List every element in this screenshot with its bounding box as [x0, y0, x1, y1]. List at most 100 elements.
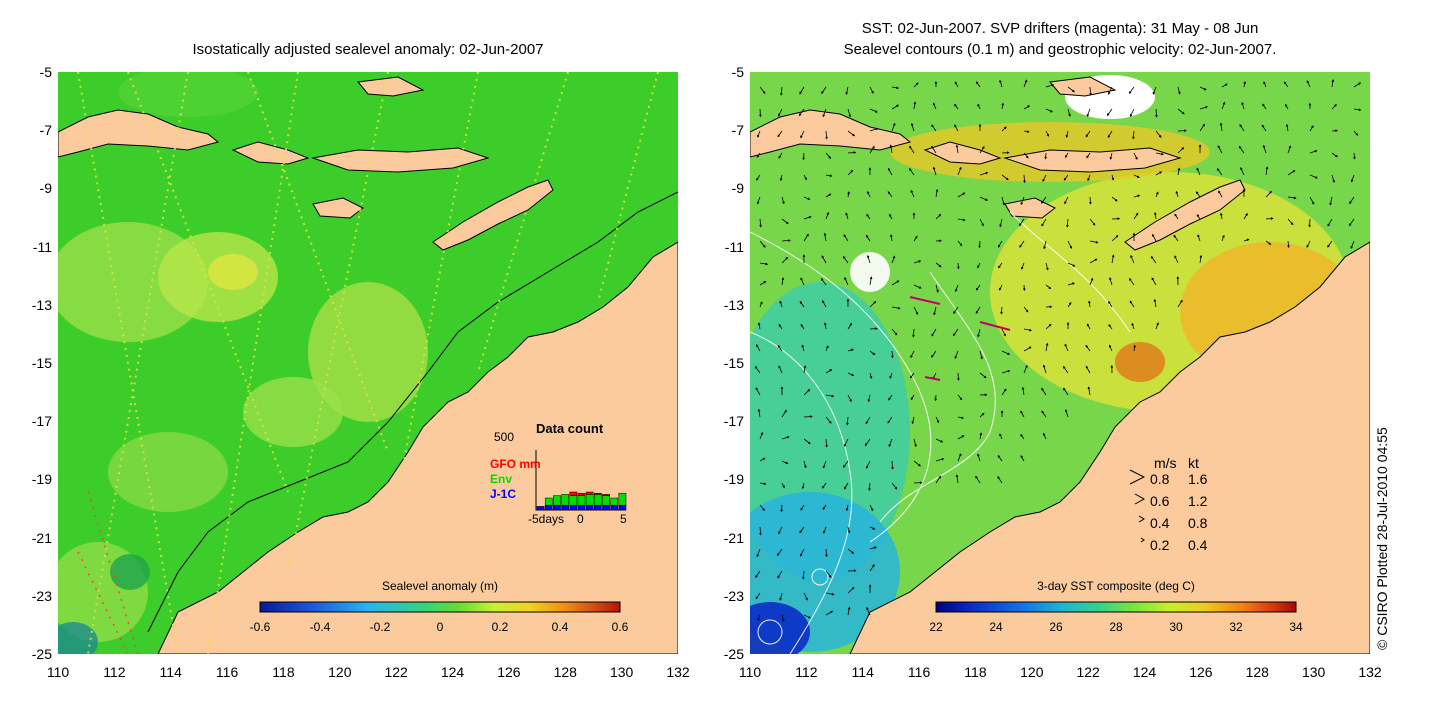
velocity-arrow [1041, 218, 1047, 227]
velocity-arrow [759, 482, 767, 486]
velocity-arrow [825, 174, 833, 178]
velocity-arrow [1132, 232, 1136, 242]
data-count-bar [602, 495, 610, 506]
velocity-arrow [1155, 108, 1158, 118]
velocity-arrow [1041, 410, 1047, 418]
velocity-arrow [1199, 254, 1203, 264]
velocity-arrow [887, 191, 893, 198]
velocity-arrow [757, 130, 761, 138]
sla-colorbar-title: Sealevel anomaly (m) [381, 579, 499, 593]
data-count-bar [594, 494, 602, 506]
velocity-arrow [1045, 284, 1052, 290]
velocity-arrow [802, 570, 805, 580]
velocity-arrow [781, 256, 789, 264]
velocity-arrow [822, 108, 827, 118]
velocity-arrow [756, 344, 761, 352]
velocity-arrow [911, 416, 915, 425]
longitude-tick-label: 124 [1132, 664, 1157, 680]
velocity-arrow [932, 102, 937, 110]
velocity-arrow [935, 438, 944, 443]
velocity-arrow [979, 412, 985, 418]
longitude-tick-label: 128 [1245, 664, 1269, 680]
velocity-arrow [913, 284, 922, 289]
velocity-arrow [997, 454, 1003, 462]
velocity-arrow [1327, 218, 1333, 227]
velocity-arrow [847, 322, 853, 330]
data-count-bar [561, 494, 569, 506]
velocity-arrow [825, 438, 828, 448]
velocity-arrow [755, 387, 761, 396]
latitude-tick-label: -15 [723, 355, 744, 371]
velocity-arrow [934, 81, 938, 88]
velocity-arrow [1129, 277, 1135, 286]
velocity-arrow [845, 212, 849, 220]
velocity-arrow [957, 218, 966, 222]
velocity-arrow [1155, 130, 1162, 138]
velocity-arrow [1238, 145, 1245, 154]
velocity-arrow [781, 196, 785, 205]
velocity-arrow [1109, 152, 1113, 160]
latitude-tick-label: -21 [31, 529, 52, 546]
velocity-arrow [1106, 108, 1113, 117]
velocity-arrow [1349, 196, 1355, 205]
latitude-tick-label: -5 [39, 64, 52, 80]
velocity-arrow [825, 345, 829, 352]
velocity-arrow [1308, 102, 1312, 110]
longitude-tick-label: 118 [272, 664, 295, 680]
velocity-arrow [913, 82, 919, 88]
longitude-tick-label: 126 [497, 664, 521, 680]
velocity-arrow [847, 606, 851, 616]
velocity-arrow [910, 122, 915, 132]
sla-low-anomaly [110, 554, 150, 590]
data-count-bar [553, 504, 561, 511]
velocity-arrow [891, 460, 894, 470]
sla-high-anomaly [208, 254, 258, 290]
velocity-arrow [801, 482, 805, 490]
velocity-arrow [1152, 86, 1157, 95]
velocity-arrow [1287, 145, 1292, 154]
velocity-arrow [1350, 174, 1355, 183]
sla-colorbar-tick: -0.2 [369, 620, 391, 634]
velocity-arrow [975, 284, 981, 291]
sla-colorbar-tick: -0.4 [309, 620, 331, 634]
velocity-arrow [910, 394, 915, 401]
velocity-arrow [759, 262, 769, 266]
velocity-arrow [957, 394, 963, 401]
velocity-arrow [979, 372, 987, 379]
velocity-arrow [931, 328, 937, 337]
data-count-bar [594, 492, 602, 495]
velocity-arrow [759, 240, 766, 248]
velocity-arrow [776, 548, 783, 557]
velocity-arrow [1177, 167, 1181, 176]
velocity-arrow [1331, 174, 1335, 183]
velocity-arrow [913, 460, 921, 467]
velocity-arrow [891, 306, 901, 310]
velocity-arrow [1023, 79, 1028, 88]
velocity-arrow [997, 476, 1003, 484]
longitude-tick-label: 124 [440, 664, 465, 680]
velocity-arrow [759, 431, 764, 440]
velocity-arrow [1023, 306, 1029, 313]
velocity-arrow [979, 393, 988, 397]
velocity-arrow [1133, 344, 1136, 352]
velocity-arrow [1041, 196, 1047, 204]
velocity-arrow [1111, 235, 1119, 242]
velocity-arrow [1331, 79, 1335, 88]
velocity-arrow [954, 103, 959, 110]
velocity-arrow [1085, 365, 1091, 374]
right-map-title-line2: Sealevel contours (0.1 m) and geostrophi… [843, 41, 1277, 58]
velocity-arrow [825, 130, 828, 140]
longitude-tick-label: 132 [666, 664, 690, 680]
longitude-tick-label: 126 [1189, 664, 1213, 680]
velocity-arrow [891, 104, 899, 110]
svp-drifter-tracks [909, 296, 1011, 381]
sst-colorbar-tick: 32 [1229, 620, 1243, 634]
velocity-arrow [822, 300, 827, 308]
velocity-arrow [1129, 108, 1135, 117]
velocity-arrow [1045, 262, 1049, 271]
velocity-arrow [1111, 254, 1115, 264]
velocity-arrow [1221, 234, 1225, 242]
velocity-arrow [1285, 123, 1289, 132]
velocity-arrow [1348, 218, 1355, 227]
velocity-arrow [1001, 388, 1007, 396]
